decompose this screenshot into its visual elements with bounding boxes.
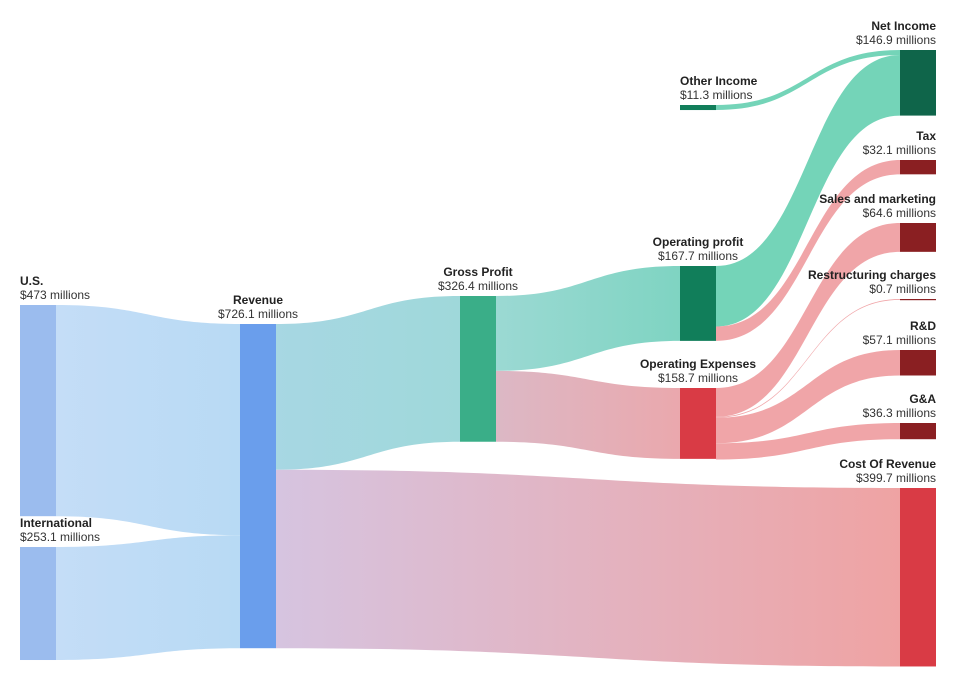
node-value-tax: $32.1 millions [863, 143, 936, 157]
node-label-us: U.S. [20, 274, 43, 288]
link-opex-restr[interactable] [716, 299, 900, 418]
node-intl[interactable] [20, 547, 56, 661]
node-us[interactable] [20, 305, 56, 517]
node-rnd[interactable] [900, 350, 936, 376]
node-revenue[interactable] [240, 324, 276, 649]
node-label-opex: Operating Expenses [640, 357, 756, 371]
node-label-restr: Restructuring charges [808, 268, 936, 282]
link-gross-opex[interactable] [496, 370, 680, 459]
node-value-other: $11.3 millions [680, 88, 752, 102]
node-value-intl: $253.1 millions [20, 530, 100, 544]
node-value-gross: $326.4 millions [438, 279, 518, 293]
node-label-ga: G&A [909, 392, 936, 406]
node-label-other: Other Income [680, 74, 758, 88]
link-opex-rnd[interactable] [716, 350, 900, 444]
node-value-revenue: $726.1 millions [218, 307, 298, 321]
node-tax[interactable] [900, 160, 936, 175]
node-other[interactable] [680, 105, 716, 111]
link-us-revenue[interactable] [56, 305, 240, 536]
node-value-restr: $0.7 millions [869, 282, 936, 296]
node-value-net: $146.9 millions [856, 33, 936, 47]
node-opex[interactable] [680, 388, 716, 459]
node-label-gross: Gross Profit [443, 265, 512, 279]
node-label-cor: Cost Of Revenue [839, 457, 936, 471]
node-cor[interactable] [900, 488, 936, 667]
node-value-us: $473 millions [20, 288, 90, 302]
node-label-net: Net Income [871, 19, 936, 33]
link-revenue-cor[interactable] [276, 469, 900, 667]
node-sales[interactable] [900, 223, 936, 252]
node-label-tax: Tax [916, 129, 936, 143]
link-gross-opprofit[interactable] [496, 266, 680, 371]
link-opex-ga[interactable] [716, 423, 900, 460]
node-label-revenue: Revenue [233, 293, 283, 307]
link-revenue-gross[interactable] [276, 296, 460, 470]
link-opprofit-net[interactable] [716, 55, 900, 327]
node-ga[interactable] [900, 423, 936, 440]
node-net[interactable] [900, 50, 936, 116]
link-other-net[interactable] [716, 50, 900, 111]
link-opex-sales[interactable] [716, 223, 900, 417]
node-label-rnd: R&D [910, 319, 936, 333]
node-opprofit[interactable] [680, 266, 716, 341]
node-value-sales: $64.6 millions [863, 206, 936, 220]
node-label-intl: International [20, 516, 92, 530]
node-value-cor: $399.7 millions [856, 471, 936, 485]
node-label-opprofit: Operating profit [653, 235, 744, 249]
node-value-ga: $36.3 millions [863, 406, 936, 420]
link-opprofit-tax[interactable] [716, 160, 900, 341]
labels-layer: U.S.$473 millions International$253.1 mil… [20, 19, 936, 544]
node-label-sales: Sales and marketing [819, 192, 936, 206]
nodes-layer [20, 50, 936, 667]
node-value-rnd: $57.1 millions [863, 333, 936, 347]
node-value-opprofit: $167.7 millions [658, 249, 738, 263]
node-value-opex: $158.7 millions [658, 371, 738, 385]
node-gross[interactable] [460, 296, 496, 442]
link-intl-revenue[interactable] [56, 535, 240, 661]
node-restr[interactable] [900, 299, 936, 301]
links-layer [56, 50, 900, 667]
